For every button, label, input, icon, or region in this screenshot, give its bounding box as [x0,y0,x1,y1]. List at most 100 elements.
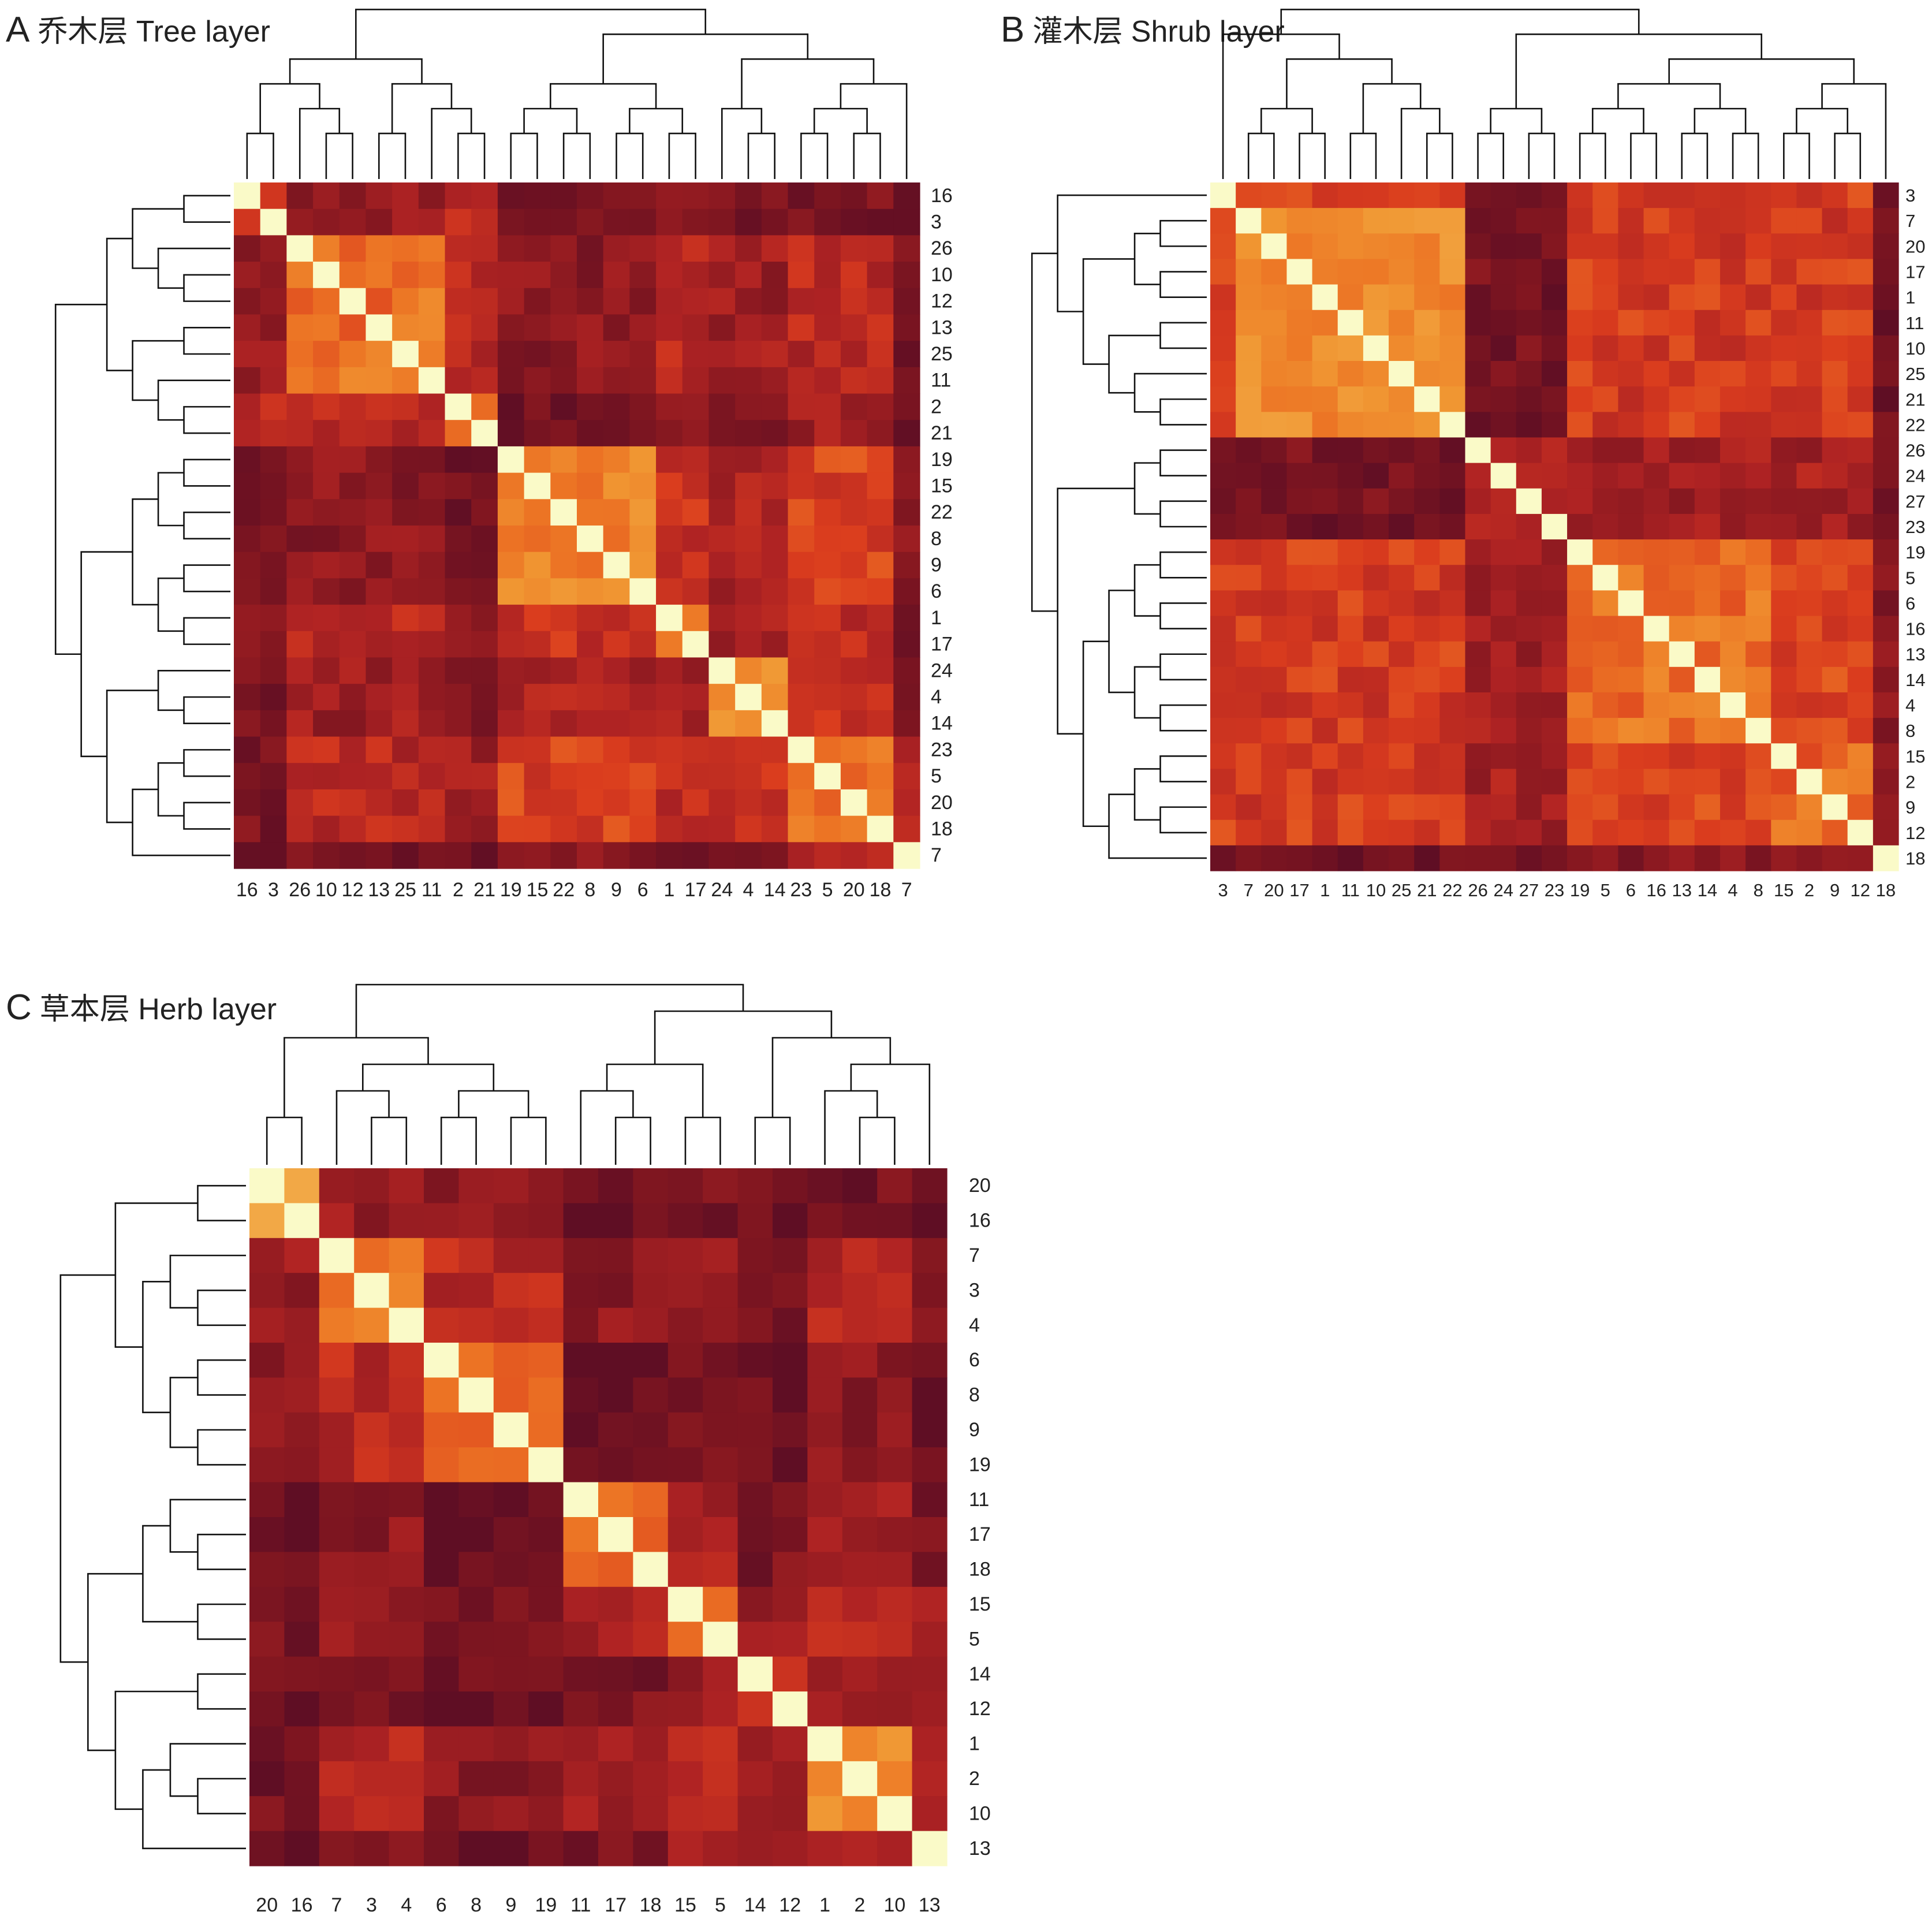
heatmap-cell [840,631,868,658]
heatmap-cell [629,420,657,447]
heatmap-cell [1720,386,1746,412]
heatmap-cell [629,393,657,420]
heatmap-cell [1822,463,1848,489]
heatmap-cell [773,1656,808,1692]
heatmap-cell [365,710,393,737]
heatmap-cell [1210,819,1236,846]
heatmap-cell [1210,616,1236,642]
heatmap-cell [633,1447,669,1483]
heatmap-cell [1643,182,1670,208]
heatmap-cell [249,1203,285,1239]
heatmap-cell [445,262,472,289]
heatmap-cell [807,1168,843,1203]
heatmap-cell [1694,845,1721,871]
heatmap-cell [339,182,367,210]
heatmap-cell [633,1273,669,1309]
heatmap-cell [493,1307,529,1343]
heatmap-cell [471,208,498,236]
heatmap-cell [424,1203,459,1239]
dendrogram-branch [1630,132,1657,158]
heatmap-cell [1796,463,1823,489]
heatmap-cell [234,763,261,790]
heatmap-cell [234,736,261,763]
heatmap-cell [867,314,894,341]
heatmap-cell [1847,590,1874,617]
heatmap-cell [1745,259,1771,285]
heatmap-cell [735,552,762,579]
heatmap-cell [249,1343,285,1378]
heatmap-cell [1414,437,1440,464]
heatmap-cell [1236,233,1262,260]
heatmap-cell [365,736,393,763]
heatmap-cell [1337,488,1364,515]
heatmap-cell [1618,463,1644,489]
heatmap-cell [842,1447,878,1483]
heatmap-cell [842,1273,878,1309]
row-label: 21 [931,422,953,444]
heatmap-cell [1567,208,1593,234]
heatmap-cell [313,314,340,341]
heatmap-cell [458,1691,494,1727]
row-label: 8 [969,1384,980,1406]
heatmap-cell [1592,641,1618,668]
heatmap-cell [471,235,498,262]
heatmap-cell [1745,539,1771,565]
heatmap-cell [656,763,683,790]
heatmap-cell [497,446,525,474]
column-label: 10 [883,1894,905,1916]
heatmap-cell [867,736,894,763]
heatmap-cell [1592,437,1618,464]
heatmap-cell [1745,488,1771,515]
heatmap-cell [424,1447,459,1483]
heatmap-cell [1592,769,1618,795]
heatmap-cell [577,472,604,500]
heatmap-cell [1363,437,1389,464]
heatmap-cell [497,420,525,447]
heatmap-cell [445,684,472,711]
heatmap-cell [842,1517,878,1552]
heatmap-cell [1694,565,1721,591]
heatmap-cell [1541,488,1568,515]
dendrogram-branch [132,788,210,856]
heatmap-cell [807,1517,843,1552]
heatmap-cell [1541,310,1568,336]
heatmap-cell [418,684,446,711]
dendrogram-branch [1057,487,1135,735]
heatmap-cell [1567,488,1593,515]
heatmap-cell [1847,488,1874,515]
heatmap-cell [842,1726,878,1762]
heatmap-cell [773,1552,808,1588]
heatmap-cell [497,314,525,341]
column-label: 9 [1830,880,1840,900]
heatmap-cell [682,420,710,447]
heatmap-cell [249,1552,285,1588]
heatmap-cell [1439,819,1466,846]
column-label: 14 [744,1894,766,1916]
heatmap-cell [629,314,657,341]
heatmap-cell [1618,718,1644,744]
heatmap-cell [392,605,419,632]
heatmap-cell [603,842,630,869]
heatmap-cell [737,1307,773,1343]
heatmap-cell [656,420,683,447]
dendrogram-branch [1528,132,1556,158]
heatmap-cell [1847,361,1874,387]
heatmap-cell [354,1482,390,1518]
heatmap-cell [1720,208,1746,234]
heatmap-cell [1592,819,1618,846]
heatmap-cell [471,763,498,790]
heatmap-cell [313,288,340,315]
heatmap-cells [234,182,920,869]
heatmap-cell [598,1552,633,1588]
heatmap-cell [1210,412,1236,438]
heatmap-cell [867,420,894,447]
heatmap-cell [550,393,577,420]
heatmap-cell [682,842,710,869]
heatmap-cell [1261,361,1288,387]
heatmap-cell [840,182,868,210]
heatmap-cell [1414,794,1440,821]
heatmap-cell [418,235,446,262]
heatmap-cell [807,1831,843,1866]
heatmap-cell [1337,513,1364,540]
